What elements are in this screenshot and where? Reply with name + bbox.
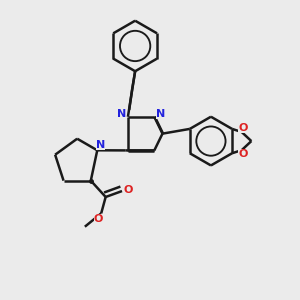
Text: N: N <box>117 109 126 119</box>
Text: N: N <box>156 109 165 119</box>
Text: O: O <box>238 149 248 159</box>
Text: O: O <box>124 184 133 195</box>
Text: O: O <box>238 124 248 134</box>
Text: N: N <box>96 140 105 150</box>
Text: O: O <box>94 214 103 224</box>
